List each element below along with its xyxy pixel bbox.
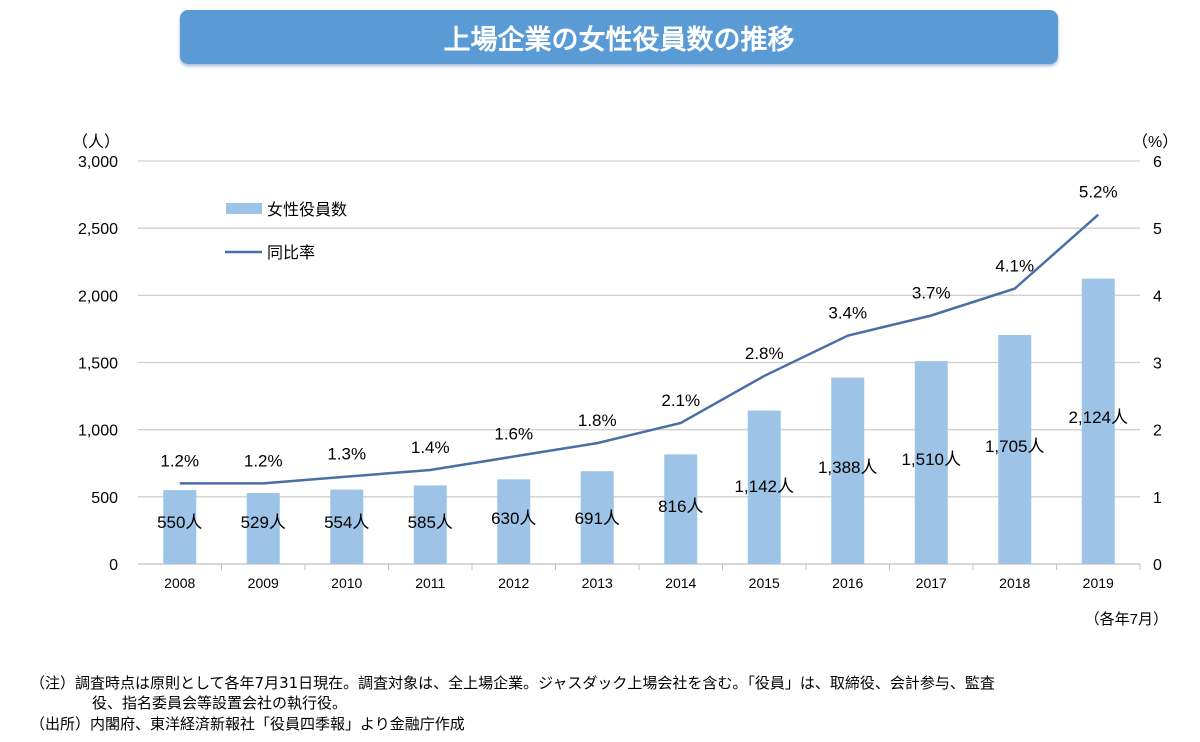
left-tick-label: 3,000: [78, 154, 118, 171]
right-tick-label: 2: [1153, 423, 1162, 440]
line-data-label: 1.4%: [411, 438, 450, 457]
bar: [914, 361, 948, 564]
line-data-label: 2.8%: [745, 344, 784, 363]
line-data-label: 2.1%: [661, 391, 700, 410]
legend-bar-label: 女性役員数: [267, 200, 347, 219]
bar-data-label: 1,510人: [901, 450, 961, 469]
x-tick-label: 2010: [331, 575, 362, 591]
bar: [664, 454, 698, 564]
bar-data-label: 1,388人: [818, 458, 878, 477]
bar-data-label: 550人: [157, 513, 202, 532]
right-axis-unit: （%）: [1132, 133, 1178, 151]
footnote-2: 役、指名委員会等設置会社の執行役。: [92, 694, 348, 712]
bar-data-label: 554人: [324, 513, 369, 532]
left-tick-label: 1,000: [78, 423, 118, 440]
right-tick-label: 0: [1153, 557, 1162, 574]
bar-data-label: 585人: [408, 513, 453, 532]
footnote-1: （注）調査時点は原則として各年7月31日現在。調査対象は、全上場企業。ジャスダッ…: [30, 674, 995, 692]
bar: [831, 377, 865, 564]
left-tick-label: 2,500: [78, 221, 118, 238]
x-tick-label: 2011: [415, 575, 445, 591]
line-data-label: 3.7%: [912, 283, 951, 302]
line-data-label: 1.6%: [494, 425, 533, 444]
x-axis-label: （各年7月）: [1085, 611, 1168, 628]
left-tick-label: 1,500: [78, 356, 118, 373]
legend-bar-swatch: [226, 203, 262, 214]
left-tick-label: 500: [91, 490, 118, 507]
right-tick-label: 3: [1153, 356, 1162, 373]
right-tick-label: 4: [1153, 288, 1162, 305]
bar: [246, 492, 280, 564]
bar-data-label: 691人: [575, 509, 620, 528]
source-note: （出所）内閣府、東洋経済新報社「役員四季報」より金融庁作成: [30, 715, 465, 733]
line-data-label: 1.3%: [327, 445, 366, 464]
bar-data-label: 529人: [241, 513, 286, 532]
left-tick-label: 0: [109, 557, 118, 574]
bar-data-label: 816人: [658, 497, 703, 516]
line-data-label: 3.4%: [828, 304, 867, 323]
x-tick-label: 2008: [164, 575, 195, 591]
bar: [413, 485, 447, 564]
bar-data-label: 1,142人: [734, 477, 794, 496]
line-data-label: 1.2%: [244, 451, 283, 470]
line-data-label: 4.1%: [995, 257, 1034, 276]
legend-line-label: 同比率: [267, 244, 315, 262]
left-tick-label: 2,000: [78, 288, 118, 305]
x-tick-label: 2014: [665, 575, 696, 591]
line-data-label: 5.2%: [1079, 183, 1118, 202]
right-tick-label: 5: [1153, 221, 1162, 238]
bar: [330, 489, 364, 564]
x-tick-label: 2017: [916, 575, 947, 591]
x-tick-label: 2016: [832, 575, 863, 591]
ratio-line: [179, 213, 1100, 485]
bar-data-label: 1,705人: [985, 437, 1045, 456]
right-tick-label: 1: [1153, 490, 1162, 507]
bar: [163, 490, 197, 564]
bar: [580, 471, 614, 564]
x-tick-label: 2009: [248, 575, 279, 591]
right-tick-label: 6: [1153, 154, 1162, 171]
x-tick-label: 2013: [582, 575, 613, 591]
chart-title: 上場企業の女性役員数の推移: [180, 10, 1058, 64]
left-axis-unit: （人）: [72, 133, 120, 151]
x-tick-label: 2018: [999, 575, 1030, 591]
x-tick-label: 2012: [498, 575, 529, 591]
bar: [1081, 278, 1115, 564]
x-tick-label: 2015: [749, 575, 780, 591]
bar-data-label: 630人: [491, 509, 536, 528]
bar-data-label: 2,124人: [1068, 408, 1128, 427]
x-tick-label: 2019: [1083, 575, 1114, 591]
line-data-label: 1.2%: [160, 451, 199, 470]
line-data-label: 1.8%: [578, 411, 617, 430]
bar: [497, 479, 531, 564]
bar: [998, 334, 1032, 564]
bar: [747, 410, 781, 564]
